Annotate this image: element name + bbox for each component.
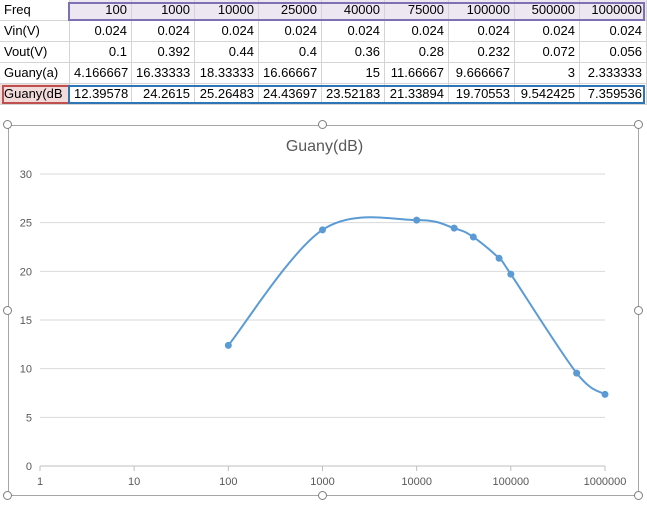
value-cell[interactable]: 0.056	[580, 42, 647, 63]
value-cell[interactable]: 7.359536	[580, 84, 647, 105]
value-cell[interactable]: 0.024	[322, 21, 385, 42]
x-tick-label: 100000	[492, 476, 529, 488]
y-tick-label: 20	[20, 266, 32, 278]
chart-object[interactable]: Guany(dB) 0 5 10 15 20 25 30 1 10 100 1000 10000 100…	[8, 125, 639, 496]
row-label-cell[interactable]: Guany(dB	[0, 84, 70, 105]
frequency-cell[interactable]: 75000	[385, 0, 449, 21]
x-tick-label: 10000	[401, 476, 432, 488]
value-cell[interactable]: 0.072	[515, 42, 580, 63]
data-point	[319, 226, 326, 234]
value-cell[interactable]: 0.28	[385, 42, 449, 63]
data-point	[450, 224, 458, 232]
y-tick-label: 10	[20, 364, 32, 376]
value-cell[interactable]: 0.4	[259, 42, 322, 63]
value-cell[interactable]: 11.66667	[385, 63, 449, 84]
data-point	[573, 369, 581, 377]
x-tick-label: 100	[219, 476, 237, 488]
y-tick-label: 5	[26, 412, 32, 424]
value-cell[interactable]: 0.024	[515, 21, 580, 42]
value-cell[interactable]: 0.024	[132, 21, 195, 42]
value-cell[interactable]: 0.024	[385, 21, 449, 42]
resize-handle-right[interactable]	[634, 306, 643, 315]
y-tick-label: 15	[20, 315, 32, 327]
resize-handle-bottom-right[interactable]	[634, 491, 643, 500]
header-label-cell[interactable]: Freq	[0, 0, 70, 21]
row-label-cell[interactable]: Guany(a)	[0, 63, 70, 84]
value-cell[interactable]: 24.2615	[132, 84, 195, 105]
chart-title[interactable]: Guany(dB)	[285, 138, 364, 155]
frequency-cell[interactable]: 25000	[259, 0, 322, 21]
value-cell[interactable]: 0.36	[322, 42, 385, 63]
data-point	[507, 270, 515, 278]
row-label-cell[interactable]: Vin(V)	[0, 21, 70, 42]
value-cell[interactable]: 4.166667	[70, 63, 132, 84]
resize-handle-bottom[interactable]	[318, 491, 327, 500]
value-cell[interactable]: 0.1	[70, 42, 132, 63]
value-cell[interactable]: 0.232	[449, 42, 515, 63]
frequency-cell[interactable]: 1000000	[580, 0, 647, 21]
value-cell[interactable]: 21.33894	[385, 84, 449, 105]
frequency-cell[interactable]: 100	[70, 0, 132, 21]
data-point	[413, 216, 421, 224]
row-label-cell[interactable]: Vout(V)	[0, 42, 70, 63]
value-cell[interactable]: 24.43697	[259, 84, 322, 105]
value-cell[interactable]: 15	[322, 63, 385, 84]
value-cell[interactable]: 16.66667	[259, 63, 322, 84]
value-cell[interactable]: 0.44	[195, 42, 259, 63]
value-cell[interactable]: 0.024	[195, 21, 259, 42]
y-tick-label: 25	[20, 218, 32, 230]
value-cell[interactable]: 19.70553	[449, 84, 515, 105]
value-cell[interactable]: 12.39578	[70, 84, 132, 105]
resize-handle-top[interactable]	[318, 120, 327, 129]
resize-handle-top-left[interactable]	[3, 120, 12, 129]
frequency-cell[interactable]: 10000	[195, 0, 259, 21]
value-cell[interactable]: 25.26483	[195, 84, 259, 105]
resize-handle-left[interactable]	[3, 306, 12, 315]
value-cell[interactable]: 0.392	[132, 42, 195, 63]
data-point	[224, 341, 232, 349]
data-point	[469, 233, 477, 241]
frequency-cell[interactable]: 500000	[515, 0, 580, 21]
x-tick-label: 1000000	[584, 476, 627, 488]
plot-area[interactable]: 0 5 10 15 20 25 30 1 10 100 1000 10000 100000 1000000	[9, 126, 638, 495]
series-line	[227, 216, 606, 396]
value-cell[interactable]: 0.024	[259, 21, 322, 42]
value-cell[interactable]: 3	[515, 63, 580, 84]
x-tick-label: 1	[37, 476, 43, 488]
value-cell[interactable]: 18.33333	[195, 63, 259, 84]
resize-handle-bottom-left[interactable]	[3, 491, 12, 500]
frequency-cell[interactable]: 100000	[449, 0, 515, 21]
frequency-cell[interactable]: 40000	[322, 0, 385, 21]
value-cell[interactable]: 9.542425	[515, 84, 580, 105]
value-cell[interactable]: 9.666667	[449, 63, 515, 84]
value-cell[interactable]: 0.024	[449, 21, 515, 42]
value-cell[interactable]: 0.024	[580, 21, 647, 42]
x-tick-label: 1000	[310, 476, 334, 488]
y-tick-label: 0	[26, 461, 32, 473]
value-cell[interactable]: 0.024	[70, 21, 132, 42]
x-tick-label: 10	[128, 476, 140, 488]
frequency-cell[interactable]: 1000	[132, 0, 195, 21]
data-point	[495, 254, 503, 262]
spreadsheet-grid: Freq 100 1000 10000 25000 40000 75000 100000 500…	[0, 0, 647, 105]
value-cell[interactable]: 23.52183	[322, 84, 385, 105]
data-point	[601, 390, 609, 398]
value-cell[interactable]: 16.33333	[132, 63, 195, 84]
value-cell[interactable]: 2.333333	[580, 63, 647, 84]
y-tick-label: 30	[20, 169, 32, 181]
resize-handle-top-right[interactable]	[634, 120, 643, 129]
